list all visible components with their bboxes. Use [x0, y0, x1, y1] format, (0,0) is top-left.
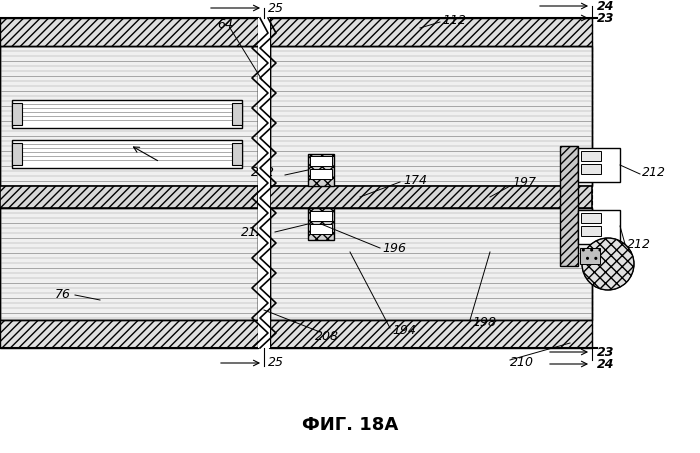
- Bar: [232, 103, 242, 125]
- Text: 174: 174: [403, 173, 427, 187]
- Text: 210: 210: [510, 357, 534, 370]
- Text: 194: 194: [392, 323, 416, 337]
- Bar: [12, 143, 22, 165]
- Bar: [310, 211, 332, 221]
- Text: 25: 25: [268, 357, 284, 370]
- Text: ФИГ. 18А: ФИГ. 18А: [302, 416, 398, 434]
- Bar: [270, 46, 592, 186]
- Bar: [270, 18, 592, 46]
- Bar: [310, 169, 332, 179]
- Bar: [232, 143, 242, 165]
- Text: 24: 24: [597, 357, 615, 371]
- Bar: [581, 164, 601, 174]
- Bar: [270, 320, 592, 348]
- Bar: [12, 100, 242, 128]
- Bar: [0, 208, 258, 320]
- Bar: [0, 208, 258, 320]
- Bar: [0, 46, 258, 186]
- Bar: [310, 224, 332, 234]
- Bar: [0, 186, 258, 208]
- Text: 208: 208: [315, 329, 339, 342]
- Text: 212: 212: [251, 167, 275, 179]
- Bar: [0, 18, 258, 46]
- Text: 76: 76: [55, 289, 71, 302]
- Bar: [270, 208, 592, 320]
- Bar: [308, 154, 334, 186]
- Bar: [12, 140, 242, 168]
- Text: 212: 212: [627, 237, 651, 251]
- Text: 23: 23: [597, 11, 615, 24]
- Text: 197: 197: [512, 177, 536, 189]
- Text: 212: 212: [241, 226, 265, 238]
- Bar: [578, 148, 620, 182]
- Text: 196: 196: [382, 241, 406, 255]
- Bar: [270, 46, 592, 186]
- Bar: [0, 46, 258, 186]
- Bar: [270, 208, 592, 320]
- Bar: [12, 103, 22, 125]
- Bar: [581, 226, 601, 236]
- Text: 112: 112: [442, 14, 466, 26]
- Bar: [581, 213, 601, 223]
- Bar: [560, 146, 578, 266]
- Circle shape: [582, 238, 634, 290]
- Bar: [258, 18, 270, 348]
- Text: 25: 25: [268, 1, 284, 14]
- Text: 23: 23: [597, 346, 615, 358]
- Bar: [580, 248, 600, 264]
- Text: 24: 24: [597, 0, 615, 13]
- Bar: [310, 156, 332, 166]
- Text: 198: 198: [472, 315, 496, 328]
- Text: 64: 64: [217, 19, 233, 32]
- Bar: [270, 186, 592, 208]
- Bar: [0, 320, 258, 348]
- Bar: [578, 210, 620, 244]
- Text: 212: 212: [642, 165, 666, 178]
- Bar: [581, 151, 601, 161]
- Bar: [308, 208, 334, 240]
